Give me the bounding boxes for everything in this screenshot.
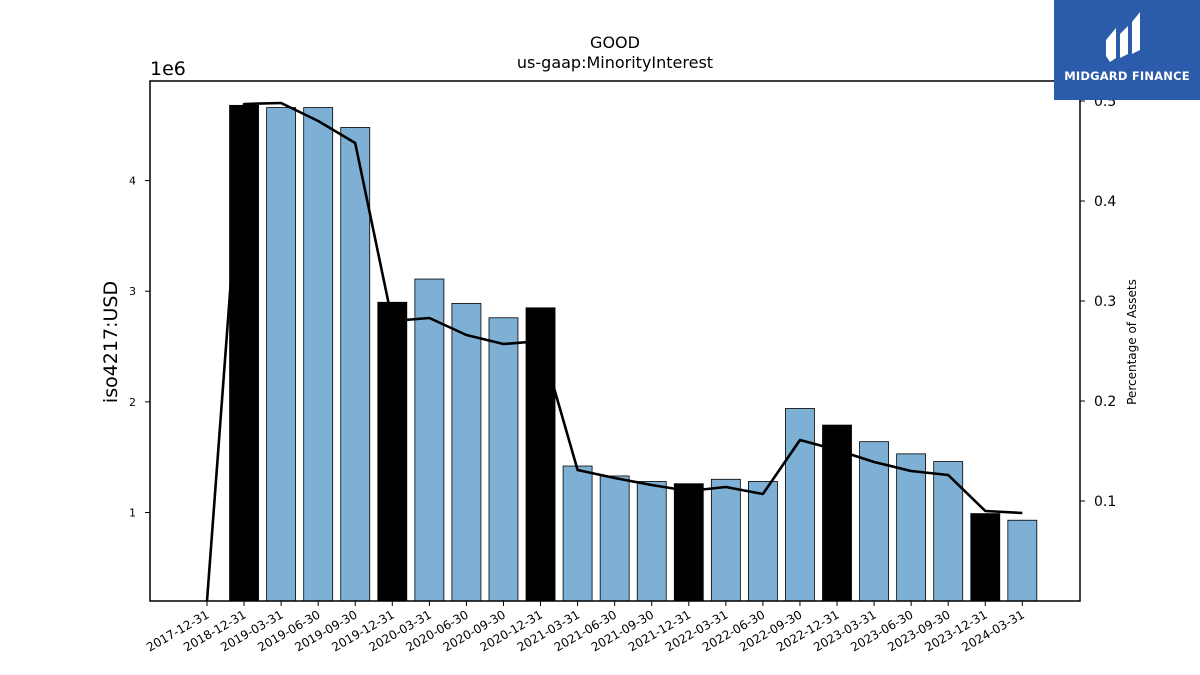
y-multiplier-label: 1e6 <box>150 58 186 80</box>
bar-2021-03-31 <box>562 465 593 602</box>
y-axis-label: iso4217:USD <box>100 281 122 403</box>
midgard-finance-logo: MIDGARD FINANCE <box>1054 0 1200 100</box>
y2-tick-label: 0.2 <box>1094 394 1116 410</box>
midgard-logo-icon <box>1106 12 1140 62</box>
y-tick-label: 4 <box>129 175 136 188</box>
bar-2022-03-31 <box>710 478 741 602</box>
y2-tick-label: 0.1 <box>1094 494 1116 510</box>
y2-tick-label: 0.4 <box>1094 194 1116 210</box>
bar-2018-12-31 <box>229 104 259 602</box>
bar-2020-09-30 <box>488 317 519 602</box>
y2-tick-label: 0.3 <box>1094 294 1116 310</box>
y2-axis-label: Percentage of Assets <box>1125 279 1139 405</box>
bar-2019-12-31 <box>377 301 408 602</box>
line-layer <box>205 101 1023 602</box>
y-tick-label: 3 <box>129 285 136 298</box>
y-tick-label: 2 <box>129 396 136 409</box>
y-tick-label: 1 <box>129 506 136 519</box>
bar-2021-09-30 <box>636 481 667 602</box>
bar-2023-12-31 <box>970 513 1001 602</box>
chart-subtitle: us-gaap:MinorityInterest <box>517 53 713 72</box>
percentage-line <box>205 101 1023 602</box>
bars-layer <box>229 104 1038 602</box>
bar-2019-06-30 <box>303 107 334 602</box>
bar-2024-03-31 <box>1007 519 1038 602</box>
bar-2020-06-30 <box>451 302 482 602</box>
bar-2021-06-30 <box>599 475 630 602</box>
chart-title: GOOD <box>590 33 640 52</box>
bar-2022-12-31 <box>822 424 852 602</box>
bar-2022-09-30 <box>785 408 815 602</box>
bar-2021-12-31 <box>673 483 704 602</box>
bar-2019-09-30 <box>340 127 371 602</box>
bar-2020-03-31 <box>414 278 445 602</box>
bar-2023-03-31 <box>859 441 889 602</box>
bar-2019-03-31 <box>266 107 297 602</box>
bar-2022-06-30 <box>748 481 778 602</box>
bar-2020-12-31 <box>525 307 556 602</box>
bar-2023-06-30 <box>896 453 927 602</box>
logo-text: MIDGARD FINANCE <box>1064 69 1190 83</box>
bar-2023-09-30 <box>933 461 964 602</box>
